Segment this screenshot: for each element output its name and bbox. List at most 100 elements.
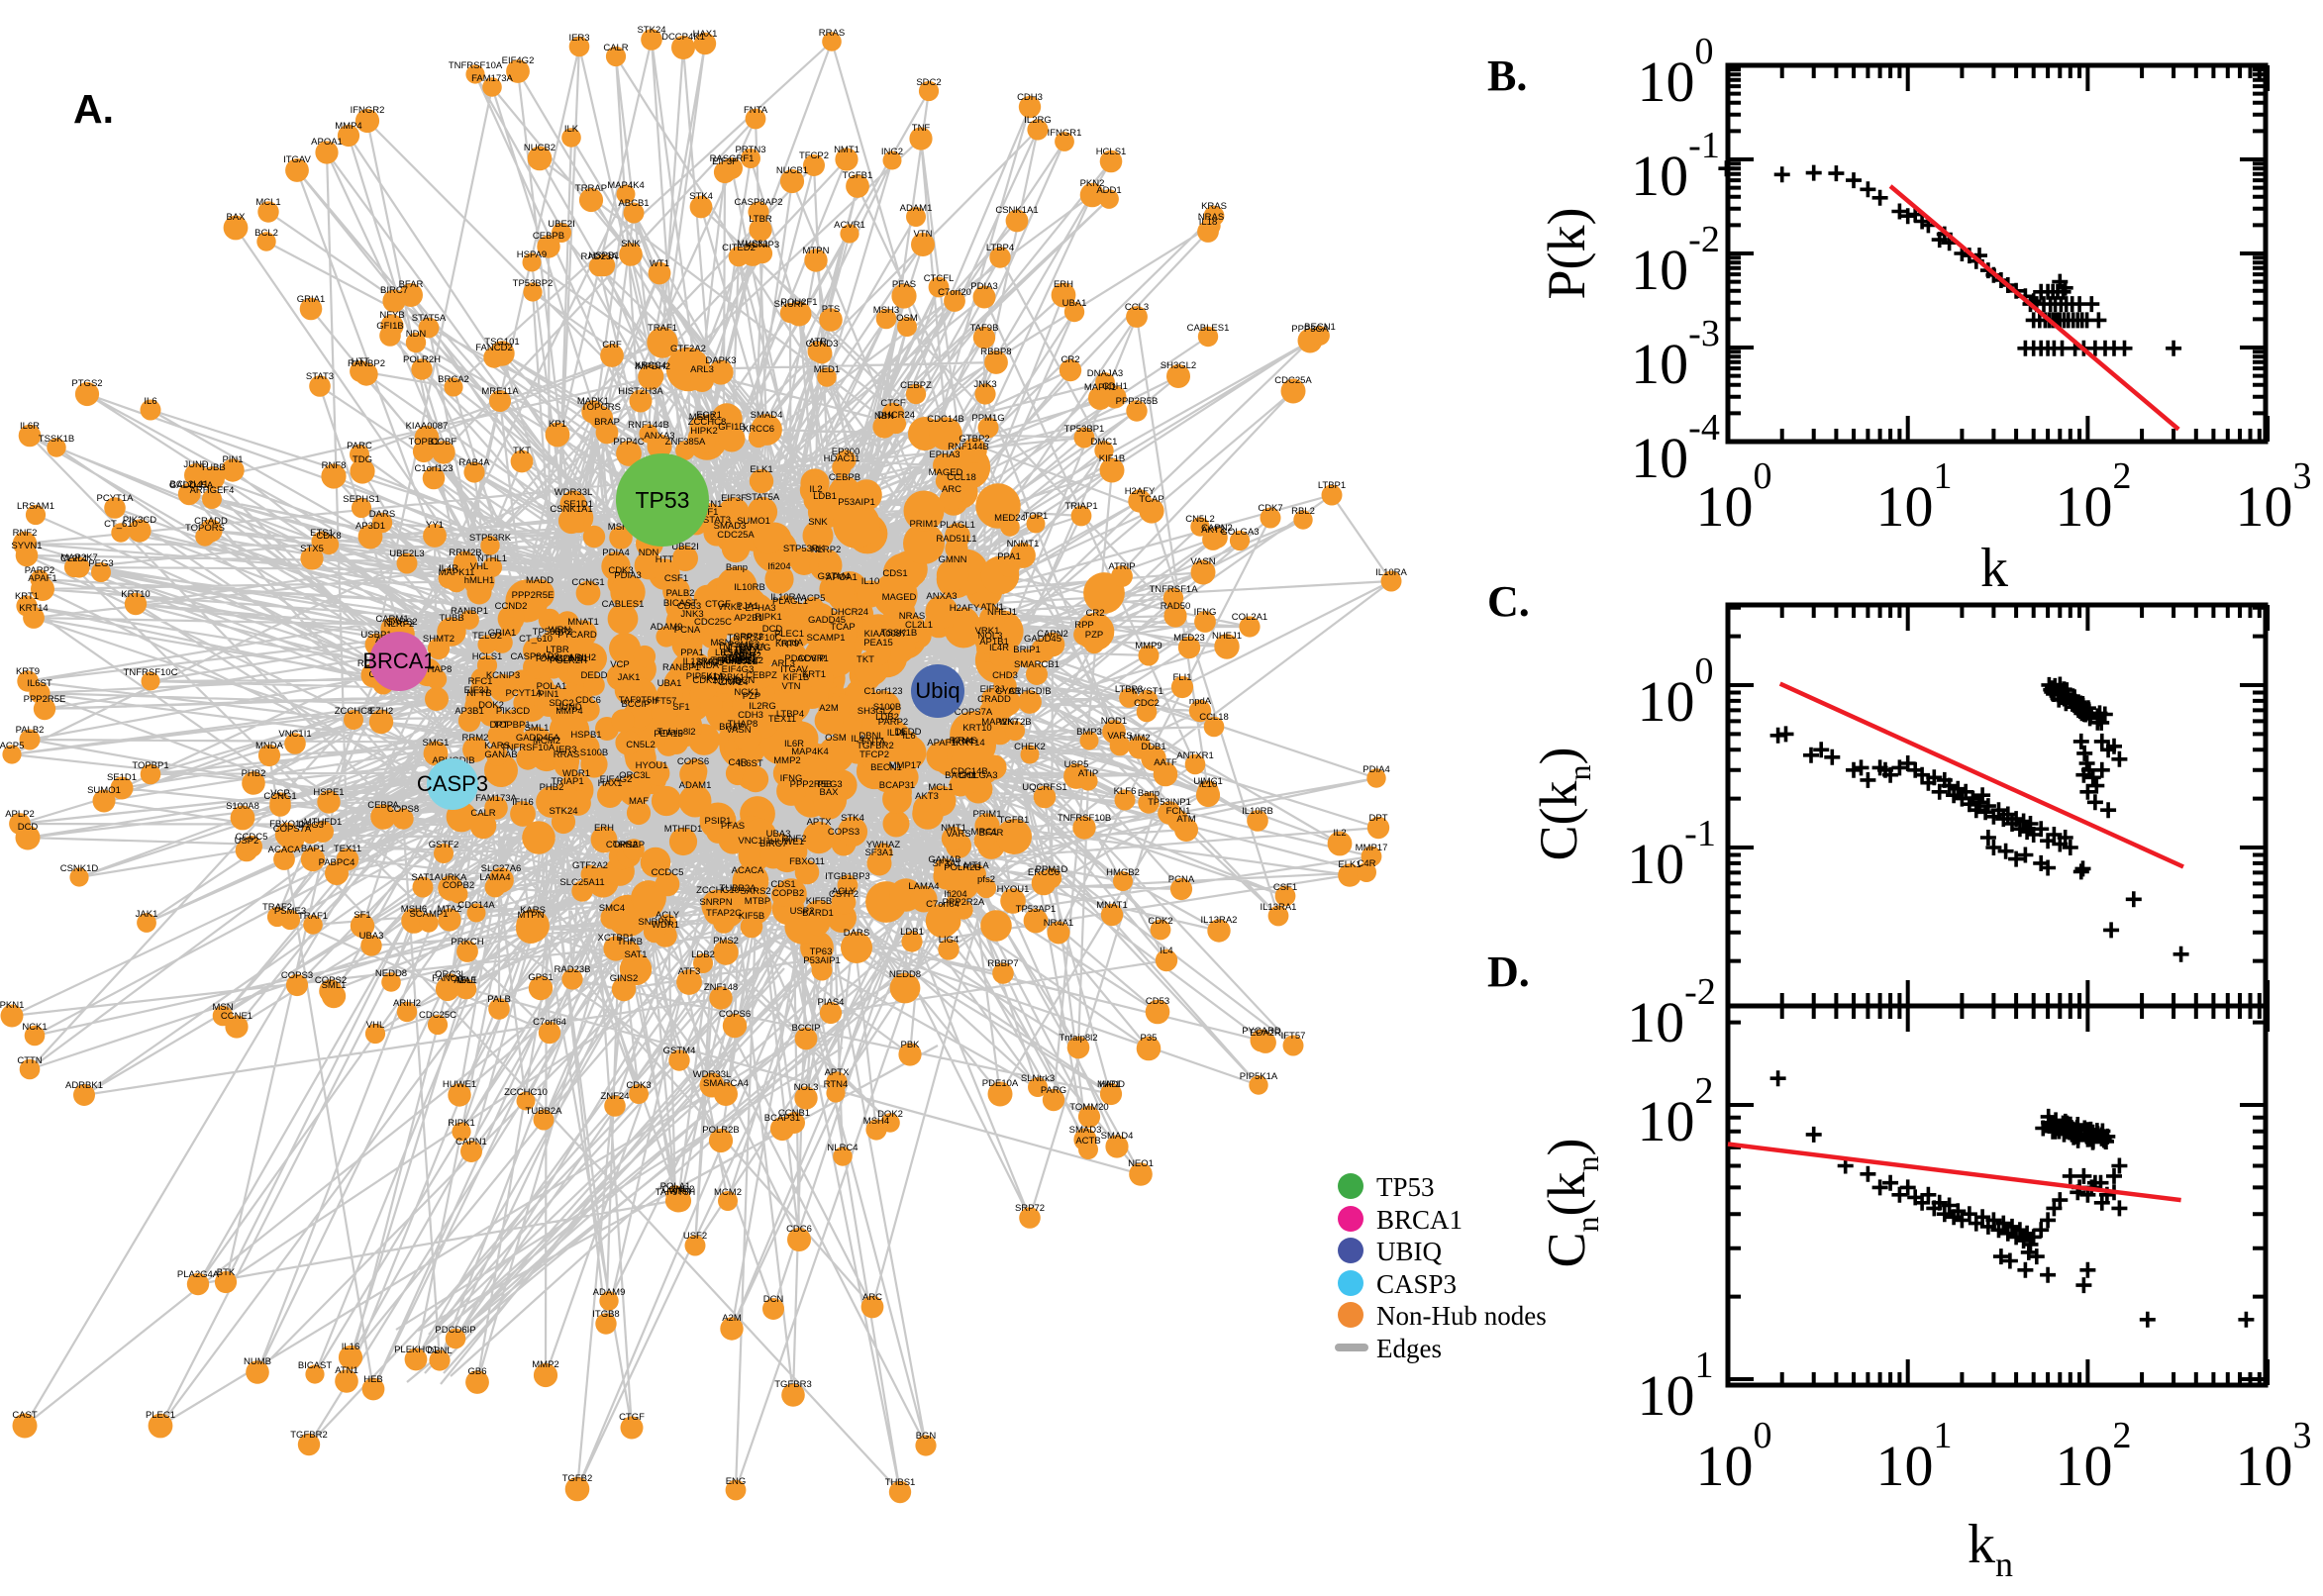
svg-text:TCAP: TCAP (830, 622, 855, 633)
svg-text:TUBB: TUBB (439, 613, 463, 624)
svg-text:TRAF1: TRAF1 (298, 911, 328, 922)
svg-text:KRT10: KRT10 (121, 589, 150, 600)
svg-text:CDK7: CDK7 (1258, 503, 1282, 514)
svg-text:STK4: STK4 (841, 813, 864, 824)
svg-text:STK4: STK4 (689, 191, 713, 202)
svg-text:POLR2H: POLR2H (403, 354, 441, 365)
svg-text:EID1: EID1 (740, 646, 760, 656)
svg-text:BRCA1: BRCA1 (362, 648, 435, 673)
svg-text:CSTF2: CSTF2 (829, 889, 858, 900)
svg-text:SYVN1: SYVN1 (11, 541, 42, 551)
svg-text:ACTB: ACTB (1075, 1136, 1100, 1147)
svg-text:NEO1: NEO1 (1128, 1158, 1154, 1169)
svg-text:AURKA: AURKA (435, 872, 467, 883)
svg-text:ATF3: ATF3 (678, 966, 701, 977)
svg-text:DBNL: DBNL (427, 1346, 452, 1356)
svg-text:ARIH2: ARIH2 (568, 652, 596, 663)
svg-text:MCL1: MCL1 (928, 782, 953, 793)
svg-text:HTT: HTT (656, 554, 674, 565)
svg-text:PDCD6IP: PDCD6IP (784, 653, 825, 664)
svg-text:FANCG: FANCG (739, 643, 771, 653)
svg-text:IL2RG: IL2RG (1024, 115, 1051, 126)
svg-text:IL16: IL16 (342, 1342, 360, 1352)
svg-text:ADAM9: ADAM9 (593, 1287, 626, 1298)
svg-text:STAT5A: STAT5A (746, 492, 780, 503)
svg-text:MNDA: MNDA (255, 741, 284, 751)
svg-text:NLRC4: NLRC4 (827, 1143, 858, 1153)
svg-text:SCAMP1: SCAMP1 (806, 633, 845, 644)
svg-text:MSH3: MSH3 (873, 305, 899, 316)
svg-text:CTGF: CTGF (619, 1412, 645, 1423)
svg-text:CTCF: CTCF (880, 398, 906, 409)
svg-text:TNFRSF1A: TNFRSF1A (717, 642, 766, 652)
svg-text:STAT3: STAT3 (306, 371, 334, 382)
svg-text:BCL2: BCL2 (254, 228, 278, 239)
svg-text:SF3A1: SF3A1 (864, 848, 893, 858)
svg-text:CEBPA: CEBPA (367, 800, 399, 811)
svg-text:KLF6: KLF6 (1114, 786, 1137, 797)
svg-text:AKT3: AKT3 (1201, 525, 1225, 536)
svg-text:RRM2: RRM2 (462, 733, 489, 744)
svg-text:NUMB: NUMB (714, 676, 742, 687)
svg-text:ACVR1: ACVR1 (834, 220, 865, 231)
svg-text:SLC27A6: SLC27A6 (481, 863, 522, 874)
svg-text:BICAST: BICAST (663, 598, 698, 609)
svg-text:STP53RK: STP53RK (469, 533, 512, 544)
svg-text:NOL3: NOL3 (978, 631, 1003, 642)
svg-text:CSF1: CSF1 (1273, 882, 1297, 893)
svg-text:DEDD: DEDD (895, 727, 922, 738)
svg-text:TNFRSF10A: TNFRSF10A (501, 743, 556, 753)
svg-text:TRIAP1: TRIAP1 (1064, 501, 1097, 512)
svg-text:ILK: ILK (564, 124, 579, 135)
svg-text:PPA1: PPA1 (997, 551, 1021, 562)
svg-text:SF1: SF1 (672, 702, 689, 713)
svg-text:ORC3L: ORC3L (619, 770, 651, 781)
svg-text:HSPA9: HSPA9 (517, 249, 547, 260)
svg-text:A2M: A2M (819, 703, 839, 714)
svg-text:NLRP2: NLRP2 (384, 619, 415, 630)
svg-text:PZP: PZP (1085, 630, 1103, 641)
svg-text:CABLES1: CABLES1 (1187, 323, 1230, 334)
svg-text:PLEC1: PLEC1 (146, 1410, 175, 1421)
svg-text:KIF5B: KIF5B (806, 896, 832, 907)
svg-text:PARG: PARG (1041, 1085, 1066, 1096)
svg-text:DBNL: DBNL (858, 731, 883, 742)
svg-text:Banp: Banp (1138, 788, 1160, 799)
svg-text:CAPN2: CAPN2 (1201, 523, 1233, 534)
svg-text:MYST1: MYST1 (1132, 686, 1163, 697)
svg-text:KARS: KARS (520, 905, 546, 916)
svg-text:IL4R: IL4R (989, 643, 1009, 653)
svg-text:CCNG1: CCNG1 (571, 577, 604, 588)
svg-text:MMP9: MMP9 (1135, 641, 1162, 651)
svg-text:MSH4: MSH4 (863, 1116, 889, 1127)
svg-text:CCL3: CCL3 (1125, 302, 1149, 313)
svg-text:IL2RG: IL2RG (749, 701, 775, 712)
svg-text:RAD51L1: RAD51L1 (936, 534, 976, 545)
svg-text:JAK1: JAK1 (136, 909, 158, 920)
svg-text:MSH4: MSH4 (608, 522, 634, 533)
svg-text:GOLGA3: GOLGA3 (959, 770, 997, 781)
svg-text:ARC: ARC (862, 1292, 882, 1303)
svg-text:BAX: BAX (226, 212, 246, 223)
svg-text:UBA1: UBA1 (1062, 298, 1087, 309)
svg-text:LDB2: LDB2 (875, 712, 899, 723)
svg-text:APAF1: APAF1 (28, 573, 56, 584)
svg-text:WDR33L: WDR33L (555, 487, 593, 498)
svg-text:ELK1: ELK1 (750, 464, 772, 475)
svg-text:NLRP2: NLRP2 (811, 545, 842, 555)
svg-text:LTBP4: LTBP4 (776, 709, 804, 720)
svg-text:MMP17: MMP17 (889, 760, 922, 771)
svg-text:NHEJ1: NHEJ1 (987, 607, 1017, 618)
svg-text:WDR1: WDR1 (652, 920, 679, 931)
svg-text:TOPB1: TOPB1 (409, 437, 440, 448)
svg-text:A.: A. (73, 86, 114, 132)
svg-text:MUS81: MUS81 (737, 239, 768, 249)
svg-text:SRP72: SRP72 (734, 632, 763, 643)
svg-text:CN5L2: CN5L2 (1185, 514, 1215, 525)
svg-text:FANCD2: FANCD2 (475, 343, 512, 353)
svg-text:IFNGR1: IFNGR1 (1048, 128, 1082, 139)
svg-text:PIP5K1A: PIP5K1A (686, 671, 725, 682)
svg-text:SH3GL2: SH3GL2 (1161, 360, 1196, 371)
svg-text:P53AIP1: P53AIP1 (803, 955, 841, 966)
svg-text:UBE2I: UBE2I (671, 542, 698, 552)
